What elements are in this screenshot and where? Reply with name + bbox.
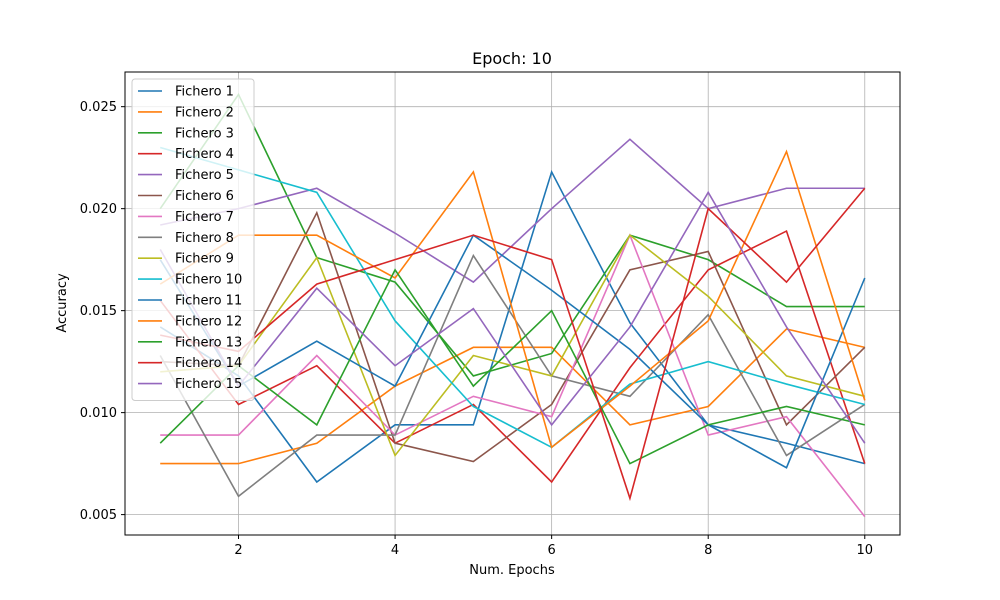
legend-label: Fichero 7 bbox=[175, 210, 234, 225]
y-axis-label: Accuracy bbox=[55, 273, 70, 333]
x-tick-label: 10 bbox=[856, 543, 873, 558]
legend-label: Fichero 13 bbox=[175, 335, 242, 350]
axis-ticks: 2 4 6 8 10 0.005 0.010 0.015 0.020 0.025 bbox=[80, 100, 873, 558]
legend-label: Fichero 1 bbox=[175, 85, 234, 100]
series-line-5 bbox=[160, 138, 865, 284]
legend-label: Fichero 14 bbox=[175, 356, 242, 371]
series-lines bbox=[159, 92, 866, 518]
x-tick-label: 6 bbox=[548, 543, 556, 558]
legend-label: Fichero 2 bbox=[175, 105, 234, 120]
legend-label: Fichero 12 bbox=[175, 314, 242, 329]
x-axis-label: Num. Epochs bbox=[469, 563, 555, 578]
x-tick-label: 8 bbox=[704, 543, 712, 558]
legend-label: Fichero 8 bbox=[175, 231, 234, 246]
legend: Fichero 1 Fichero 2 Fichero 3 Fichero 4 Fich… bbox=[131, 78, 255, 401]
x-tick-label: 4 bbox=[391, 543, 399, 558]
y-tick-label: 0.010 bbox=[80, 406, 117, 421]
series-line-12 bbox=[159, 149, 866, 449]
series-line-14 bbox=[160, 187, 866, 502]
series-line-1 bbox=[159, 169, 865, 484]
series-line-6 bbox=[160, 210, 866, 463]
series-line-8 bbox=[159, 253, 866, 498]
chart-title: Epoch: 10 bbox=[472, 49, 552, 68]
series-line-3 bbox=[159, 92, 865, 377]
legend-label: Fichero 15 bbox=[175, 377, 242, 392]
series-line-13 bbox=[159, 268, 865, 465]
y-tick-label: 0.015 bbox=[80, 304, 117, 319]
legend-label: Fichero 9 bbox=[175, 252, 234, 267]
legend-label: Fichero 6 bbox=[175, 189, 234, 204]
y-tick-label: 0.005 bbox=[80, 508, 117, 523]
series-line-15 bbox=[159, 190, 866, 444]
series-line-10 bbox=[160, 146, 865, 449]
plot-area-frame bbox=[124, 71, 901, 536]
legend-label: Fichero 4 bbox=[175, 147, 234, 162]
y-tick-label: 0.020 bbox=[80, 202, 117, 217]
legend-label: Fichero 10 bbox=[175, 273, 242, 288]
y-tick-label: 0.025 bbox=[80, 100, 117, 115]
legend-label: Fichero 11 bbox=[175, 294, 242, 309]
x-tick-label: 2 bbox=[234, 543, 242, 558]
legend-label: Fichero 3 bbox=[175, 126, 234, 141]
series-line-4 bbox=[159, 229, 866, 484]
legend-box bbox=[131, 78, 255, 401]
series-line-11 bbox=[159, 233, 866, 469]
legend-label: Fichero 5 bbox=[175, 168, 234, 183]
